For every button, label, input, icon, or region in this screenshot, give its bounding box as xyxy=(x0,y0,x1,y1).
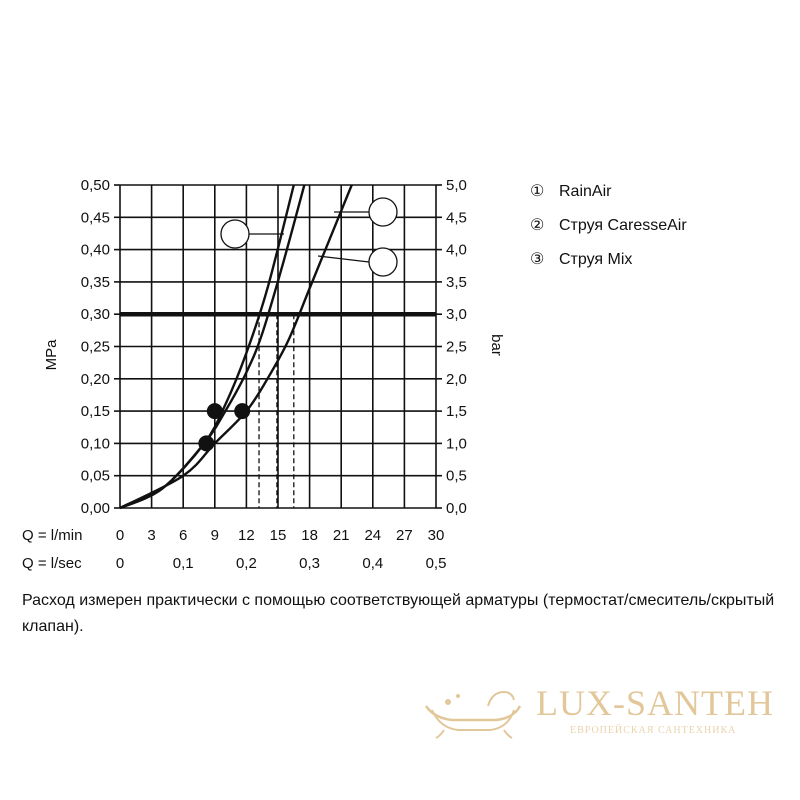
callout-leader xyxy=(317,255,370,263)
y-axis-left-label: MPa xyxy=(43,339,60,371)
watermark-tagline: ЕВРОПЕЙСКАЯ САНТЕХНИКА xyxy=(570,725,737,736)
x-tick-label-secondary: 0 xyxy=(116,555,124,572)
watermark-brand: LUX-SANTEH xyxy=(536,683,774,723)
y-tick-label-left: 0,40 xyxy=(81,242,110,259)
y-axis-right-label: bar xyxy=(488,334,505,356)
y-tick-label-left: 0,25 xyxy=(81,339,110,356)
y-tick-label-right: 2,5 xyxy=(446,339,467,356)
y-tick-label-left: 0,20 xyxy=(81,371,110,388)
y-tick-label-right: 5,0 xyxy=(446,177,467,194)
x-tick-label-secondary: 0,2 xyxy=(236,555,257,572)
callout-circle xyxy=(368,197,398,227)
watermark: LUX-SANTEH ЕВРОПЕЙСКАЯ САНТЕХНИКА xyxy=(418,682,788,742)
x-tick-label: 9 xyxy=(211,527,219,544)
x-tick-label-secondary: 0,5 xyxy=(426,555,447,572)
x-axis-primary-label: Q = l/min xyxy=(22,527,82,544)
legend-marker: ① xyxy=(530,183,544,200)
data-point-marker xyxy=(198,435,215,452)
x-tick-label-secondary: 0,3 xyxy=(299,555,320,572)
series-line xyxy=(119,184,353,510)
x-tick-label: 27 xyxy=(396,527,413,544)
y-tick-label-left: 0,30 xyxy=(81,306,110,323)
y-tick-label-left: 0,35 xyxy=(81,274,110,291)
y-tick-label-right: 4,5 xyxy=(446,209,467,226)
y-tick-label-right: 3,0 xyxy=(446,306,467,323)
x-tick-label: 3 xyxy=(147,527,155,544)
x-tick-label: 6 xyxy=(179,527,187,544)
x-tick-label: 18 xyxy=(301,527,318,544)
x-tick-label: 0 xyxy=(116,527,124,544)
x-axis-secondary-ticks: 0 0,1 0,2 0,3 0,4 0,5 xyxy=(116,555,447,572)
x-tick-label-secondary: 0,1 xyxy=(173,555,194,572)
legend-label: Струя CaresseAir xyxy=(559,217,687,234)
chart-legend: ① RainAir ② Струя CaresseAir ③ Струя Mix xyxy=(530,183,687,268)
data-point-marker xyxy=(206,403,223,420)
x-tick-label: 24 xyxy=(364,527,381,544)
x-axis-ticks: 0 3 6 9 12 15 18 21 24 27 30 xyxy=(116,527,445,544)
callout-circle xyxy=(368,247,398,277)
y-tick-label-left: 0,15 xyxy=(81,403,110,420)
y-tick-label-right: 0,0 xyxy=(446,500,467,517)
legend-marker: ② xyxy=(530,217,544,234)
y-tick-label-right: 3,5 xyxy=(446,274,467,291)
x-tick-label: 21 xyxy=(333,527,350,544)
series-callouts xyxy=(220,197,398,277)
y-tick-label-left: 0,45 xyxy=(81,209,110,226)
y-axis-left-ticks: 0,00 0,05 0,10 0,15 0,20 0,25 0,30 0,35 0,40 0,45… xyxy=(81,177,110,517)
footnote: Расход измерен практически с помощью соо… xyxy=(22,592,775,635)
x-tick-label: 12 xyxy=(238,527,255,544)
x-axis-secondary-label: Q = l/sec xyxy=(22,555,82,572)
y-tick-label-left: 0,00 xyxy=(81,500,110,517)
y-tick-label-right: 1,5 xyxy=(446,403,467,420)
data-markers xyxy=(198,403,251,452)
bathtub-logo-icon xyxy=(424,690,522,739)
legend-marker: ③ xyxy=(530,251,544,268)
y-tick-label-left: 0,10 xyxy=(81,435,110,452)
y-tick-label-right: 4,0 xyxy=(446,242,467,259)
y-tick-label-right: 0,5 xyxy=(446,468,467,485)
callout-circle xyxy=(220,219,250,249)
drop-lines xyxy=(258,314,295,508)
x-tick-label: 15 xyxy=(270,527,287,544)
y-tick-label-left: 0,50 xyxy=(81,177,110,194)
y-axis-right-ticks: 0,0 0,5 1,0 1,5 2,0 2,5 3,0 3,5 4,0 4,5 5,0 xyxy=(446,177,467,517)
chart-series xyxy=(119,184,353,510)
legend-label: Струя Mix xyxy=(559,251,632,268)
y-tick-label-right: 1,0 xyxy=(446,435,467,452)
legend-label: RainAir xyxy=(559,183,612,200)
pressure-flow-chart: 0,000,050,100,150,200,250,300,350,400,45… xyxy=(22,177,687,572)
x-tick-label: 30 xyxy=(428,527,445,544)
x-tick-label-secondary: 0,4 xyxy=(362,555,383,572)
data-point-marker xyxy=(234,403,251,420)
y-tick-label-right: 2,0 xyxy=(446,371,467,388)
y-tick-label-left: 0,05 xyxy=(81,468,110,485)
